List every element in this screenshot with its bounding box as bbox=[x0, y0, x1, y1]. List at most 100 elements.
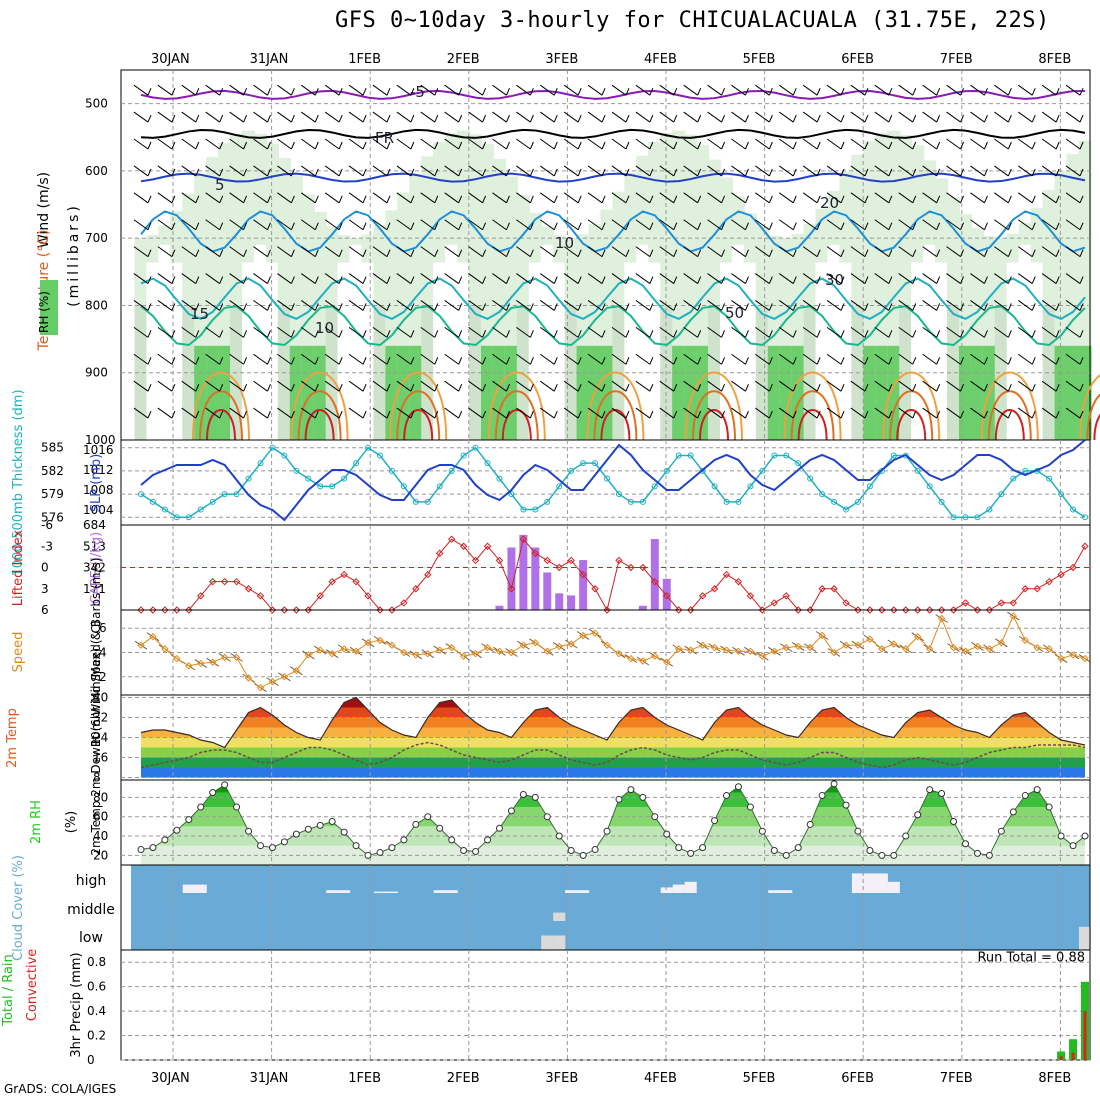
wind10-point bbox=[471, 650, 480, 658]
wind10-point bbox=[352, 647, 360, 655]
temp-band bbox=[141, 737, 1085, 748]
cloud-row-label-low: low bbox=[79, 930, 103, 946]
lifted-index-point bbox=[1021, 585, 1029, 593]
wind10-point bbox=[328, 650, 336, 658]
precip-ylabel-conv: Convective bbox=[25, 949, 40, 1022]
thickness-point bbox=[615, 491, 622, 498]
lifted-index-point bbox=[579, 570, 587, 579]
wind10-speed-line bbox=[140, 614, 1086, 689]
rh-point bbox=[472, 847, 480, 855]
wind10-point bbox=[495, 647, 504, 655]
lifted-index-point bbox=[220, 577, 229, 586]
thickness-point bbox=[365, 444, 372, 451]
surface-isotherm bbox=[593, 390, 638, 441]
wind10-point bbox=[519, 641, 528, 649]
rh-point bbox=[1045, 803, 1053, 811]
date-label-top: 5FEB bbox=[743, 52, 776, 67]
li-ytick-label: 3 bbox=[41, 582, 49, 596]
rh-point bbox=[388, 844, 396, 852]
thickness-point bbox=[436, 483, 443, 490]
cloud-high-cell bbox=[326, 890, 339, 893]
wind10-point bbox=[1045, 645, 1053, 653]
cloud-high-cell bbox=[875, 873, 888, 893]
lifted-index-point bbox=[256, 592, 265, 600]
rh-point bbox=[1033, 786, 1041, 794]
rh-point bbox=[926, 786, 934, 794]
run-total-label: Run Total = 0.88 bbox=[977, 950, 1085, 965]
thickness-point bbox=[890, 452, 897, 459]
rh-point bbox=[316, 821, 324, 829]
temp-ylabel: 2m Temp bbox=[5, 708, 20, 768]
wind10-point bbox=[734, 647, 743, 655]
wind10-point bbox=[710, 643, 719, 652]
lifted-index-point bbox=[447, 535, 456, 543]
slp-line bbox=[140, 439, 1086, 522]
rh-point bbox=[997, 827, 1005, 835]
lifted-index-point bbox=[208, 577, 217, 586]
wind10-point bbox=[997, 639, 1006, 647]
upper-ytick-label: 900 bbox=[85, 366, 108, 380]
rh-point bbox=[591, 846, 599, 854]
contour-label: FR bbox=[375, 129, 394, 147]
date-label-bottom: 31JAN bbox=[250, 1071, 289, 1086]
wind10-point bbox=[388, 641, 396, 649]
date-label-bottom: 8FEB bbox=[1038, 1071, 1071, 1086]
precip-total-bar bbox=[1057, 1051, 1066, 1060]
rh-point bbox=[973, 849, 981, 857]
thickness-point bbox=[1022, 467, 1029, 474]
wind10-point bbox=[866, 635, 874, 643]
lifted-index-point bbox=[1057, 570, 1065, 579]
surface-isotherm bbox=[783, 371, 842, 441]
precip-ytick-label: 0.4 bbox=[87, 1004, 106, 1018]
rh-point bbox=[675, 844, 683, 852]
wind10-point bbox=[1033, 643, 1041, 652]
rh-point bbox=[328, 818, 336, 826]
thickness-point bbox=[1046, 475, 1053, 482]
lifted-index-point bbox=[902, 606, 910, 614]
rh-point bbox=[376, 848, 384, 856]
rh-point bbox=[221, 781, 229, 789]
precip-panel-frame bbox=[120, 949, 1091, 1061]
wind10-point bbox=[555, 642, 563, 651]
lifted-index-point bbox=[531, 549, 540, 558]
wind10-point bbox=[890, 640, 898, 648]
date-label-bottom: 30JAN bbox=[151, 1071, 190, 1086]
lifted-index-point bbox=[854, 606, 862, 614]
rh-point bbox=[579, 851, 587, 859]
surface-isotherm bbox=[994, 409, 1025, 441]
cape-ylabel: CAPE (J/kg) bbox=[89, 532, 104, 604]
rh-point bbox=[782, 851, 790, 859]
rh-ytick-label: 20 bbox=[93, 848, 108, 862]
wind10-point bbox=[280, 673, 289, 681]
rh-point bbox=[818, 791, 826, 799]
surface-isotherm bbox=[501, 409, 532, 441]
thickness-point bbox=[484, 460, 491, 467]
lifted-index-point bbox=[710, 585, 719, 593]
thickness-point bbox=[568, 467, 575, 474]
rh-point bbox=[938, 790, 946, 798]
surface-isotherm bbox=[790, 390, 835, 441]
rh-point bbox=[448, 836, 456, 844]
cape-bar bbox=[495, 605, 504, 610]
lifted-index-point bbox=[698, 592, 707, 600]
rh-point bbox=[962, 840, 970, 848]
thickness-point bbox=[173, 514, 180, 521]
chart-title: GFS 0~10day 3-hourly for CHICUALACUALA (… bbox=[335, 8, 1050, 33]
thickness-point bbox=[580, 460, 587, 467]
surface-isotherm bbox=[403, 409, 434, 441]
lifted-index-point bbox=[412, 585, 420, 593]
lifted-index-point bbox=[639, 563, 647, 572]
lifted-index-point bbox=[471, 556, 480, 565]
wind10-point bbox=[973, 642, 982, 651]
thickness-point bbox=[914, 467, 921, 474]
cape-ytick-label: 171 bbox=[83, 582, 106, 596]
thickness-point bbox=[783, 452, 790, 459]
lifted-index-point bbox=[328, 577, 336, 586]
isotherm-15 bbox=[140, 277, 1086, 320]
slp-ytick-label: 1016 bbox=[83, 443, 114, 457]
thickness-point bbox=[843, 506, 850, 513]
lifted-index-point bbox=[758, 606, 767, 614]
thickness-point bbox=[496, 475, 503, 482]
cape-bar bbox=[567, 595, 576, 610]
rh-point bbox=[149, 844, 157, 852]
